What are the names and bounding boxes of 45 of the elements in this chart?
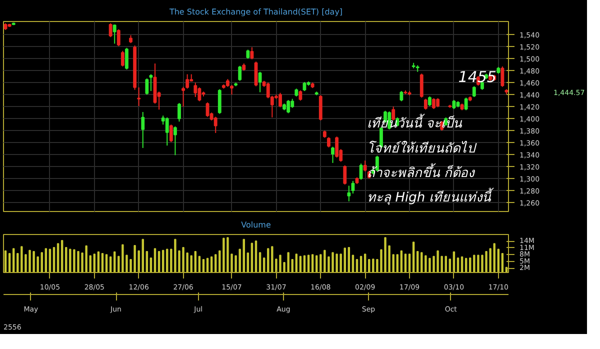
candlestick	[145, 78, 149, 96]
chart-title: Volume	[241, 220, 271, 230]
candlestick	[120, 50, 124, 67]
candlestick	[230, 84, 234, 96]
annotation: ทะลุ High เทียนแท่งนี้	[367, 188, 494, 206]
candlestick	[125, 47, 128, 70]
candlestick	[112, 24, 116, 44]
candlestick	[318, 94, 322, 121]
candlestick	[400, 90, 404, 102]
candlestick	[218, 88, 222, 114]
candlestick	[347, 185, 351, 202]
candlestick	[359, 163, 363, 180]
candlestick	[500, 66, 504, 88]
candlestick	[108, 22, 112, 38]
candlestick	[286, 100, 290, 114]
candlestick	[363, 160, 367, 172]
candlestick	[238, 65, 242, 82]
candlestick	[198, 86, 202, 102]
candlestick	[432, 98, 436, 110]
candlestick	[335, 136, 339, 158]
candlestick	[250, 46, 254, 60]
chart-title: The Stock Exchange of Thailand(SET) [day]	[168, 8, 343, 16]
candlestick	[420, 73, 424, 98]
candlestick	[165, 116, 169, 146]
candlestick	[258, 71, 262, 93]
candlestick	[137, 86, 141, 107]
candlestick	[278, 92, 282, 108]
candlestick	[141, 112, 145, 148]
candlestick	[424, 98, 428, 110]
candlestick	[298, 90, 302, 102]
candlestick	[472, 86, 476, 98]
candlestick	[428, 96, 432, 107]
candlestick	[331, 146, 334, 164]
candlestick	[116, 28, 120, 47]
candlestick	[173, 126, 177, 156]
candlestick	[327, 136, 330, 148]
candlestick	[343, 164, 347, 186]
candlestick	[169, 124, 173, 142]
annotation: โจทย์ให้เทียนถัดไป	[367, 140, 478, 156]
candlestick	[149, 74, 153, 92]
candlestick	[214, 116, 218, 134]
candlestick	[464, 97, 468, 111]
candlestick	[206, 102, 210, 118]
candlestick	[194, 82, 198, 98]
candlestick	[178, 102, 181, 122]
